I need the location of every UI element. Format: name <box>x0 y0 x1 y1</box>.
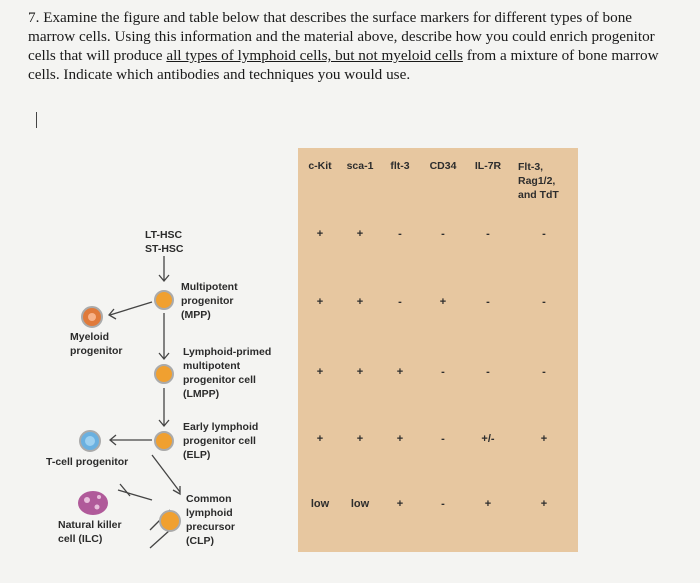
question-underlined: all types of lymphoid cells, but not mye… <box>166 47 463 64</box>
elp-label: Early lymphoid progenitor cell (ELP) <box>183 421 259 461</box>
table-cell: + <box>356 433 364 445</box>
header-flt3-rag-tdt: Flt-3, Rag1/2, and TdT <box>518 161 559 201</box>
header-cd34: CD34 <box>429 160 457 172</box>
mpp-label: Multipotent progenitor (MPP) <box>181 281 238 321</box>
lt-hsc-label: LT-HSC <box>145 229 183 241</box>
table-cell: low <box>350 498 370 510</box>
myeloid-label: Myeloid progenitor <box>70 331 123 357</box>
table-cell: - <box>486 228 490 240</box>
question-part-2: from a mixture of bone marrow cells. Ind… <box>28 47 659 83</box>
table-cell: + <box>316 296 324 308</box>
table-cell: - <box>486 366 490 378</box>
header-il-7r: IL-7R <box>474 160 502 172</box>
clp-cell-icon <box>159 510 181 532</box>
st-hsc-label: ST-HSC <box>145 243 184 255</box>
table-cell: + <box>316 228 324 240</box>
table-cell: + <box>396 366 404 378</box>
table-cell: + <box>316 433 324 445</box>
mpp-cell-icon <box>154 290 174 310</box>
table-cell: - <box>542 296 546 308</box>
table-cell: low <box>310 498 330 510</box>
table-cell: - <box>542 366 546 378</box>
table-cell: + <box>356 228 364 240</box>
table-cell: + <box>316 366 324 378</box>
table-cell: - <box>441 228 445 240</box>
table-cell: + <box>396 433 404 445</box>
nk-cell-icon <box>78 491 108 515</box>
table-cell: - <box>542 228 546 240</box>
table-cell: - <box>398 228 402 240</box>
table-cell: +/- <box>481 433 495 445</box>
lmpp-label: Lymphoid-primed multipotent progenitor cel… <box>183 346 272 400</box>
nk-label: Natural killer cell (ILC) <box>58 519 122 545</box>
header-flt-3: flt-3 <box>390 160 410 172</box>
table-cell: + <box>356 366 364 378</box>
table-cell: - <box>486 296 490 308</box>
tcell-label: T-cell progenitor <box>46 456 129 468</box>
surface-marker-table: c-Kit sca-1 flt-3 CD34 IL-7R Flt-3, Rag1/… <box>298 148 578 552</box>
clp-label: Common lymphoid precursor (CLP) <box>186 493 236 547</box>
table-cell: + <box>396 498 404 510</box>
text-cursor <box>36 112 37 128</box>
table-cell: + <box>484 498 492 510</box>
table-cell: - <box>398 296 402 308</box>
table-cell: - <box>441 366 445 378</box>
table-cell: + <box>540 433 548 445</box>
table-cell: + <box>540 498 548 510</box>
lmpp-cell-icon <box>154 364 174 384</box>
table-cell: + <box>439 296 447 308</box>
header-sca-1: sca-1 <box>346 160 374 172</box>
table-cell: - <box>441 498 445 510</box>
question-text: 7. Examine the figure and table below th… <box>28 8 678 84</box>
table-cell: - <box>441 433 445 445</box>
elp-cell-icon <box>154 431 174 451</box>
table-cell: + <box>356 296 364 308</box>
question-part-1: 7. Examine the figure and table below th… <box>28 9 655 64</box>
header-c-kit: c-Kit <box>308 160 332 172</box>
hematopoiesis-diagram <box>78 256 181 549</box>
